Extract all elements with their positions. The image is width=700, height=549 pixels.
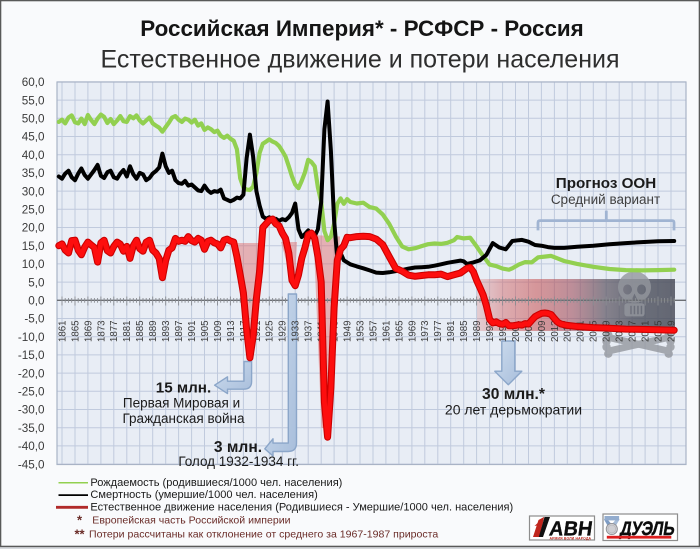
svg-text:1961: 1961: [381, 320, 392, 342]
svg-text:20 лет дерьмократии: 20 лет дерьмократии: [445, 402, 582, 418]
svg-text:1885: 1885: [135, 320, 146, 342]
svg-text:1985: 1985: [459, 320, 470, 342]
svg-text:1925: 1925: [265, 320, 276, 342]
svg-text:Первая Мировая и: Первая Мировая и: [123, 396, 240, 411]
svg-text:50,0: 50,0: [22, 113, 45, 126]
svg-text:1873: 1873: [96, 320, 107, 342]
svg-text:1969: 1969: [407, 320, 418, 342]
svg-text:-10,0: -10,0: [18, 331, 45, 344]
svg-text:-30,0: -30,0: [18, 404, 45, 417]
svg-text:*: *: [77, 513, 83, 528]
svg-text:2005: 2005: [524, 320, 535, 342]
svg-text:1877: 1877: [109, 320, 120, 342]
svg-text:Европейская часть Российской и: Европейская часть Российской империи: [92, 515, 290, 527]
svg-text:1929: 1929: [278, 320, 289, 342]
svg-text:1865: 1865: [70, 320, 81, 342]
svg-text:2025: 2025: [589, 320, 600, 342]
svg-text:-15,0: -15,0: [18, 349, 45, 362]
svg-text:1965: 1965: [394, 320, 405, 342]
svg-text:1973: 1973: [420, 320, 431, 342]
svg-text:1913: 1913: [226, 320, 237, 342]
svg-text:1905: 1905: [200, 320, 211, 342]
svg-text:2009: 2009: [537, 320, 548, 342]
svg-text:1977: 1977: [433, 320, 444, 342]
svg-text:1909: 1909: [213, 320, 224, 342]
svg-text:60,0: 60,0: [22, 76, 45, 89]
svg-text:1949: 1949: [343, 320, 354, 342]
svg-text:Голод 1932-1934 гг.: Голод 1932-1934 гг.: [178, 454, 299, 469]
svg-text:20,0: 20,0: [22, 222, 45, 235]
svg-text:-45,0: -45,0: [18, 458, 45, 471]
svg-text:45,0: 45,0: [22, 131, 45, 144]
svg-text:Гражданская война: Гражданская война: [123, 411, 245, 426]
svg-text:5,0: 5,0: [28, 276, 45, 289]
svg-text:ДУЭЛЬ: ДУЭЛЬ: [619, 518, 677, 540]
svg-text:Потери рассчитаны как отклонен: Потери рассчитаны как отклонение от сред…: [89, 528, 438, 540]
svg-text:1869: 1869: [83, 320, 94, 342]
svg-text:1957: 1957: [368, 320, 379, 342]
svg-text:Естественное движение и потери: Естественное движение и потери населения: [100, 46, 619, 74]
svg-text:1901: 1901: [187, 320, 198, 342]
svg-text:2001: 2001: [511, 320, 522, 342]
svg-text:1893: 1893: [161, 320, 172, 342]
svg-text:**: **: [75, 526, 86, 541]
svg-text:1997: 1997: [498, 320, 509, 342]
svg-text:1897: 1897: [174, 320, 185, 342]
svg-text:35,0: 35,0: [22, 167, 45, 180]
svg-text:2017: 2017: [563, 320, 574, 342]
svg-text:30 млн.*: 30 млн.*: [482, 386, 546, 403]
svg-text:55,0: 55,0: [22, 94, 45, 107]
svg-text:1937: 1937: [304, 320, 315, 342]
svg-text:Смертность (умершие/1000 чел.: Смертность (умершие/1000 чел. населения): [90, 489, 317, 501]
svg-text:-25,0: -25,0: [18, 386, 45, 399]
svg-text:10,0: 10,0: [22, 258, 45, 271]
svg-text:Прогноз ООН: Прогноз ООН: [556, 175, 656, 192]
svg-text:-20,0: -20,0: [18, 367, 45, 380]
svg-text:АВН: АВН: [548, 517, 594, 540]
svg-text:1921: 1921: [252, 320, 263, 342]
svg-text:15,0: 15,0: [22, 240, 45, 253]
svg-text:2013: 2013: [550, 320, 561, 342]
svg-text:40,0: 40,0: [22, 149, 45, 162]
svg-text:1861: 1861: [57, 320, 68, 342]
svg-text:-40,0: -40,0: [18, 440, 45, 453]
svg-text:1933: 1933: [291, 320, 302, 342]
svg-text:-5,0: -5,0: [24, 313, 45, 326]
svg-text:3 млн.: 3 млн.: [214, 439, 262, 456]
svg-text:1989: 1989: [472, 320, 483, 342]
svg-text:Российская Империя* - РСФСР -: Российская Империя* - РСФСР - Россия: [140, 16, 584, 41]
svg-text:Естественное движение населени: Естественное движение населения (Родивши…: [90, 502, 513, 514]
svg-text:1993: 1993: [485, 320, 496, 342]
svg-text:АРМИЯ ВОЛИ НАРОДА: АРМИЯ ВОЛИ НАРОДА: [550, 536, 592, 540]
svg-text:2021: 2021: [576, 320, 587, 342]
svg-text:Средний вариант: Средний вариант: [551, 192, 660, 207]
svg-text:0,0: 0,0: [28, 295, 45, 308]
svg-text:30,0: 30,0: [22, 185, 45, 198]
svg-text:1981: 1981: [446, 320, 457, 342]
svg-text:15 млн.: 15 млн.: [156, 380, 211, 397]
svg-text:Рождаемость (родившиеся/1000 ч: Рождаемость (родившиеся/1000 чел. населе…: [90, 477, 342, 489]
svg-text:25,0: 25,0: [22, 204, 45, 217]
svg-text:1881: 1881: [122, 320, 133, 342]
svg-text:1953: 1953: [355, 320, 366, 342]
svg-text:-35,0: -35,0: [18, 422, 45, 435]
svg-text:1889: 1889: [148, 320, 159, 342]
